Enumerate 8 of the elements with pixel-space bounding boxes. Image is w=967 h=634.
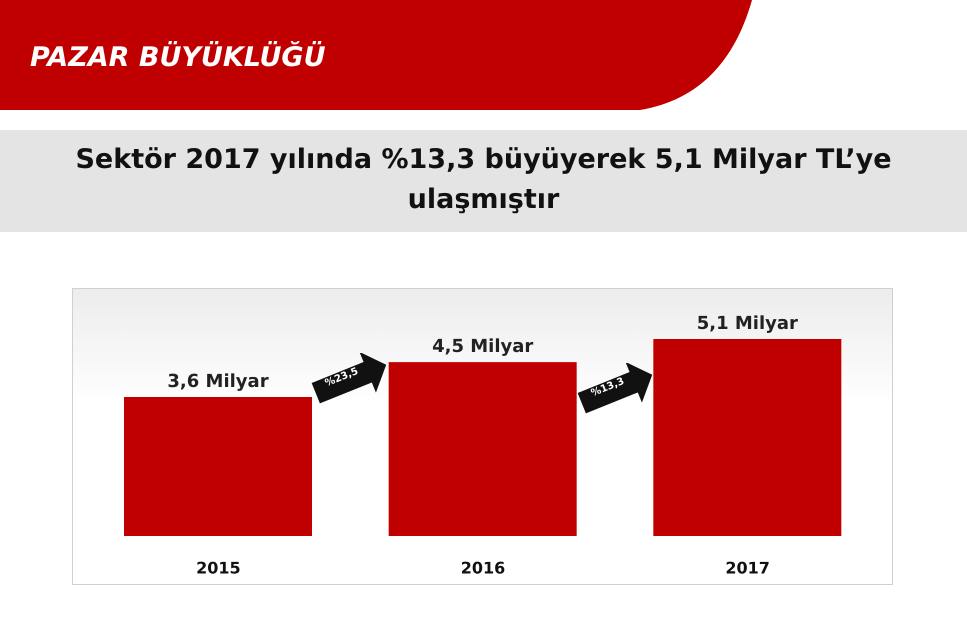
data-label: 5,1 Milyar [696, 313, 798, 334]
chart-title: PAZAR BÜYÜKLÜĞÜ [30, 42, 326, 73]
x-tick-label: 2016 [460, 558, 506, 578]
x-tick-label: 2017 [725, 558, 770, 578]
x-tick-label: 2015 [196, 558, 241, 578]
chart-subtitle: Sektör 2017 yılında %13,3 büyüyerek 5,1 Milyar TL’ye ulaşmıştır [74, 143, 893, 217]
data-label: 4,5 Milyar [432, 336, 534, 358]
data-label: 3,6 Milyar [167, 370, 269, 392]
